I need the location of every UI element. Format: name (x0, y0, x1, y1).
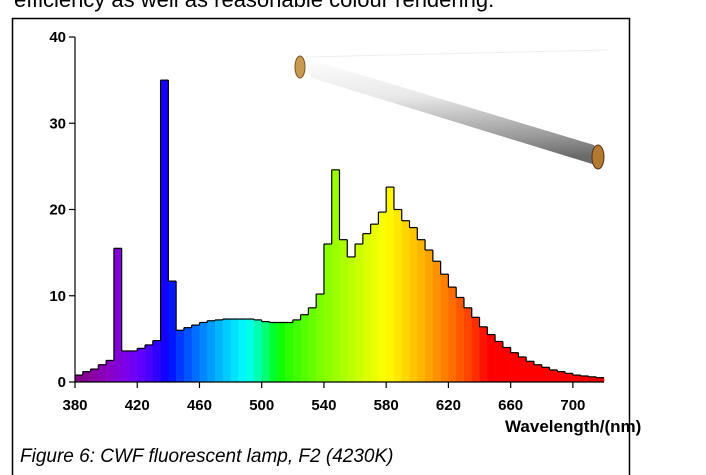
bar (183, 327, 192, 382)
bar (199, 322, 208, 382)
bar (533, 364, 543, 382)
bar (277, 322, 286, 382)
bar (425, 250, 434, 382)
bar (565, 373, 574, 382)
bar (580, 375, 589, 382)
x-tick-label: 420 (125, 397, 150, 414)
tube-illustration (294, 49, 609, 170)
bar (362, 233, 371, 382)
x-axis-label: Wavelength/(nm) (505, 417, 641, 436)
bar (479, 326, 488, 382)
bar (502, 347, 511, 382)
bar (207, 320, 216, 382)
bar (331, 169, 340, 382)
bar (145, 344, 154, 382)
bar (292, 319, 301, 382)
x-tick-label: 460 (187, 397, 212, 414)
bar (355, 244, 364, 382)
bar (90, 369, 99, 382)
bar (308, 307, 317, 382)
bar (347, 256, 356, 382)
x-tick-label: 580 (374, 397, 399, 414)
bar (370, 224, 379, 382)
bar (409, 227, 418, 382)
bar (168, 281, 177, 382)
bar (463, 307, 473, 382)
figure-frame (11, 17, 631, 475)
x-tick-label: 660 (498, 397, 523, 414)
bar (113, 248, 122, 382)
bar (323, 244, 333, 382)
page-text: efficiency as well as reasonable colour … (14, 0, 494, 12)
bar (557, 371, 566, 382)
bar (316, 294, 325, 382)
bar (417, 239, 426, 382)
bar (176, 330, 185, 382)
bar (160, 80, 169, 382)
caption: Figure 6: CWF fluorescent lamp, F2 (4230… (20, 446, 393, 467)
bar (121, 350, 130, 382)
y-tick-label: 30 (49, 115, 66, 132)
bar (75, 375, 84, 382)
bar (98, 364, 107, 382)
bar (510, 352, 519, 382)
bar (129, 350, 138, 382)
x-tick-label: 620 (436, 397, 461, 414)
bar (246, 319, 255, 382)
y-tick-label: 0 (58, 374, 66, 391)
bar (238, 319, 247, 382)
bar (152, 340, 161, 382)
x-tick-label: 540 (311, 397, 336, 414)
bar (191, 325, 200, 382)
y-tick-label: 20 (49, 202, 66, 219)
bar (300, 314, 309, 382)
y-tick-label: 40 (49, 29, 66, 46)
bar (487, 334, 496, 382)
bar (471, 317, 480, 382)
bar (137, 348, 146, 382)
bar (541, 367, 550, 382)
bar (285, 322, 294, 382)
x-tick-label: 380 (62, 397, 87, 414)
bar (222, 319, 231, 382)
bar (596, 377, 605, 382)
bar (393, 209, 403, 382)
bar (588, 376, 597, 382)
bar (432, 261, 441, 382)
x-tick-label: 500 (249, 397, 274, 414)
y-tick-label: 10 (49, 288, 66, 305)
bar (82, 371, 91, 382)
bar (549, 369, 558, 382)
bar (401, 220, 410, 382)
bar (269, 322, 278, 382)
bar (230, 319, 239, 382)
bar (456, 297, 465, 382)
bar (526, 361, 535, 382)
bar (448, 287, 457, 382)
bar (386, 187, 395, 382)
bar (261, 321, 270, 382)
bar (253, 319, 263, 382)
bar (495, 341, 504, 382)
bar (518, 356, 527, 382)
bar (572, 375, 581, 382)
bar (378, 212, 387, 382)
bar (440, 274, 449, 382)
bar (215, 319, 224, 382)
bar (106, 360, 115, 382)
bar (339, 239, 348, 382)
x-tick-label: 700 (560, 397, 585, 414)
